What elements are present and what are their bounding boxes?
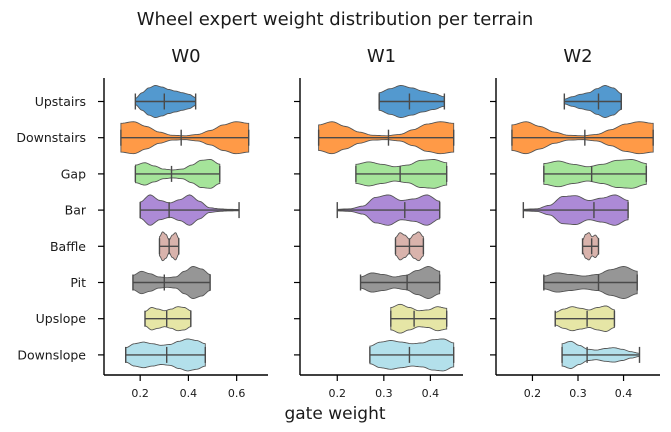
panel-w2: W2 0.2 0.3 0.4 [490, 46, 660, 400]
violin-pit [543, 266, 638, 299]
violin-downslope [561, 340, 641, 369]
violin-upstairs [134, 85, 197, 118]
violin-downstairs [317, 121, 455, 155]
violin-baffle [158, 231, 180, 262]
violin-gap [134, 159, 221, 189]
panel-w0: W0 0.2 0.4 0.6 [98, 46, 268, 400]
terrain-label-downstairs: Downstairs [16, 130, 86, 145]
panel-title: W1 [367, 46, 396, 67]
violin-bar [336, 194, 441, 226]
terrain-label-downslope: Downslope [17, 347, 86, 362]
x-tick-label: 0.4 [422, 387, 440, 400]
panel-title: W0 [171, 46, 200, 67]
panel-w1: W1 0.2 0.3 0.4 [294, 46, 463, 400]
x-tick-label: 0.6 [228, 387, 246, 400]
violin-gap [543, 159, 648, 189]
terrain-label-gap: Gap [61, 166, 86, 181]
terrain-label-pit: Pit [70, 275, 86, 290]
terrain-label-baffle: Baffle [50, 239, 86, 254]
violin-baffle [581, 232, 600, 261]
violin-upstairs [563, 85, 622, 118]
violin-upslope [144, 306, 192, 332]
x-tick-label: 0.2 [329, 387, 347, 400]
x-tick-label: 0.3 [375, 387, 393, 400]
violin-bar [139, 194, 240, 226]
x-tick-label: 0.2 [131, 387, 149, 400]
terrain-labels: Upstairs Downstairs Gap Bar Baffle Pit Upslope… [16, 94, 86, 362]
violin-downslope [369, 338, 455, 372]
x-tick-label: 0.4 [180, 387, 198, 400]
violin-upslope [554, 305, 616, 332]
terrain-label-upslope: Upslope [36, 311, 87, 326]
violin-upslope [390, 303, 448, 334]
panels: W0 0.2 0.4 0.6 W1 0.2 0.3 0.4 W2 0.2 0.3 0.4 [98, 46, 660, 400]
violin-downstairs [511, 121, 654, 155]
violin-downstairs [120, 121, 250, 155]
violin-upstairs [378, 85, 446, 118]
figure-title: Wheel expert weight distribution per ter… [137, 9, 534, 30]
terrain-label-upstairs: Upstairs [35, 94, 86, 109]
violin-bar [522, 194, 629, 226]
x-axis-label: gate weight [284, 404, 385, 424]
violin-pit [359, 266, 441, 299]
violin-baffle [394, 231, 425, 262]
x-tick-label: 0.3 [569, 387, 587, 400]
violin-downslope [125, 338, 206, 372]
x-tick-label: 0.4 [615, 387, 633, 400]
violin-gap [355, 159, 448, 189]
terrain-label-bar: Bar [65, 203, 87, 218]
violin-pit [132, 266, 211, 299]
x-tick-label: 0.2 [524, 387, 542, 400]
panel-title: W2 [563, 46, 592, 67]
